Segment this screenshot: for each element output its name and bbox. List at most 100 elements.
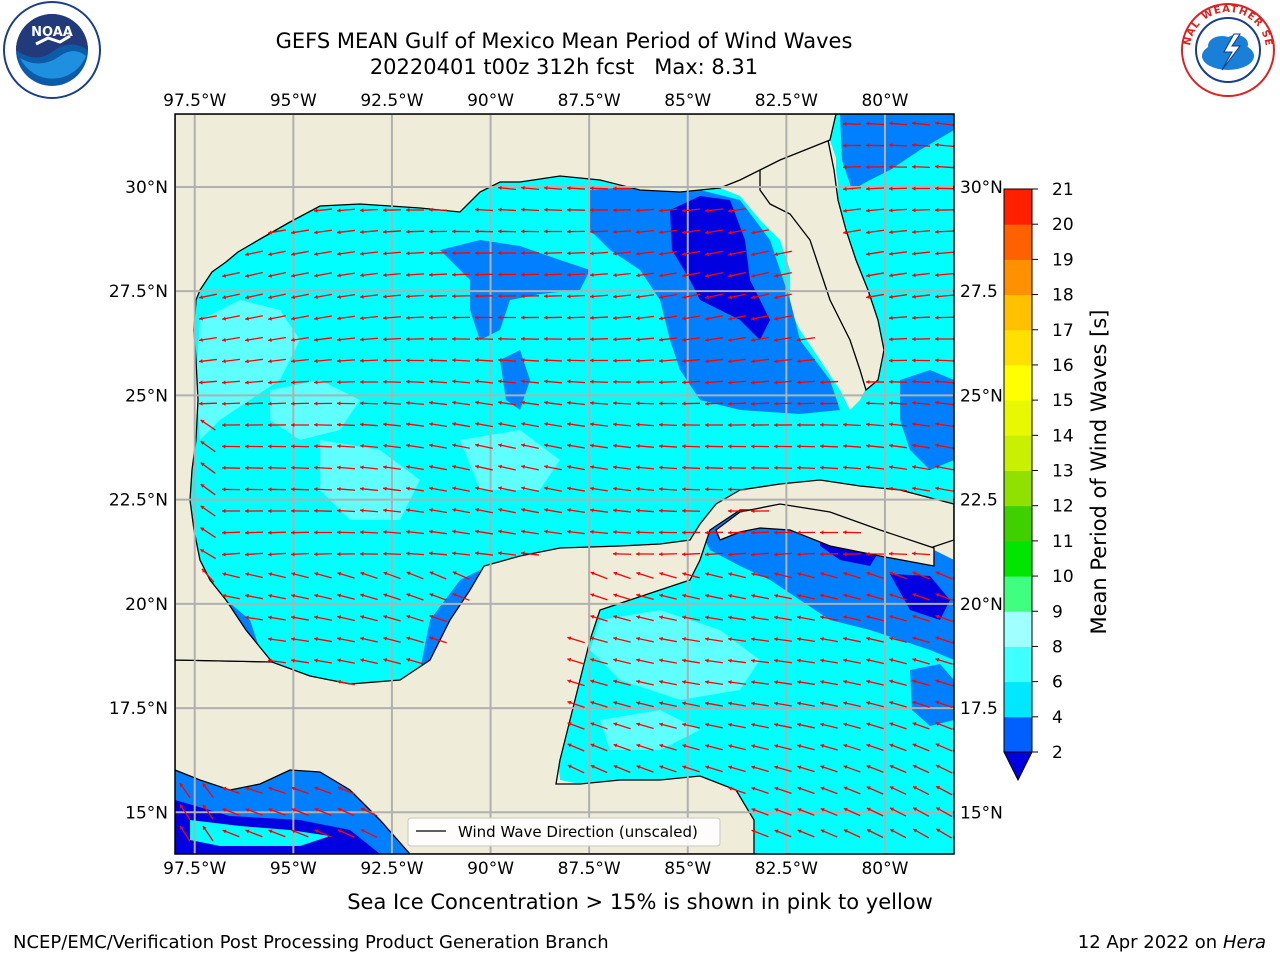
wave-arrow	[819, 530, 839, 535]
wave-arrow	[359, 379, 379, 385]
wave-arrow	[727, 358, 747, 364]
wave-arrow	[750, 401, 770, 406]
wave-arrow	[544, 443, 562, 449]
colorbar-segment	[1004, 681, 1032, 718]
wave-arrow	[682, 722, 700, 729]
wave-arrow	[682, 765, 700, 773]
wave-arrow	[750, 423, 770, 428]
wave-arrow	[843, 571, 861, 579]
wave-arrow	[636, 701, 654, 708]
wave-arrow	[773, 422, 793, 428]
wave-arrow	[911, 164, 931, 169]
wave-arrow	[590, 700, 608, 708]
colorbar-tick-label: 15	[1052, 391, 1074, 411]
colorbar-tick-label: 18	[1052, 286, 1074, 306]
wave-arrow	[658, 552, 678, 557]
wave-arrow	[682, 701, 700, 707]
lat-ticks-right: 30°N 27.5 25°N 22.5 20°N 17.5 15°N	[960, 178, 1003, 823]
wave-arrow	[635, 379, 655, 385]
wave-arrow	[382, 486, 402, 492]
wave-arrow	[543, 315, 563, 320]
lon-tick-label: 92.5°W	[360, 859, 423, 879]
wave-arrow	[474, 336, 494, 341]
wave-arrow	[728, 572, 746, 579]
wave-arrow	[797, 829, 815, 838]
wave-arrow	[705, 615, 723, 621]
wave-arrow	[291, 315, 309, 321]
wave-arrow	[659, 593, 677, 600]
wave-arrow	[658, 508, 678, 513]
wave-arrow	[244, 465, 264, 470]
wave-arrow	[728, 615, 746, 621]
wave-arrow	[681, 380, 701, 385]
wave-arrow	[179, 782, 191, 799]
wave-arrow	[774, 701, 792, 707]
wave-arrow	[889, 593, 907, 601]
wave-arrow	[912, 828, 930, 839]
wave-arrow	[681, 422, 701, 427]
lon-tick-label: 87.5°W	[558, 91, 621, 111]
wave-arrow	[865, 422, 885, 427]
wave-arrow	[313, 337, 333, 342]
wave-arrow	[222, 271, 240, 278]
lon-tick-label: 92.5°W	[360, 91, 423, 111]
wave-arrow	[567, 422, 585, 427]
lon-tick-label: 82.5°W	[755, 91, 818, 111]
wave-arrow	[382, 529, 402, 535]
wave-arrow	[202, 782, 214, 799]
wave-arrow	[681, 401, 701, 406]
wave-arrow	[475, 443, 493, 449]
wave-arrow	[935, 443, 953, 449]
wave-arrow	[451, 251, 471, 256]
wave-arrow	[314, 572, 332, 579]
wave-arrow	[429, 486, 447, 492]
wave-arrow	[750, 358, 770, 364]
wave-arrow	[313, 508, 333, 513]
wave-arrow	[244, 423, 264, 428]
wave-arrow	[222, 572, 240, 579]
wave-arrow	[544, 464, 562, 471]
wave-arrow	[682, 615, 700, 621]
wave-arrow	[728, 315, 746, 321]
wave-arrow	[337, 571, 355, 579]
wave-arrow	[635, 486, 655, 492]
wave-arrow	[819, 444, 839, 449]
wave-arrow	[405, 229, 425, 234]
wave-arrow	[360, 615, 378, 622]
wave-arrow	[198, 358, 218, 364]
wave-arrow	[474, 315, 494, 320]
wave-arrow	[774, 336, 792, 342]
wave-arrow	[498, 443, 516, 450]
wave-arrow	[245, 271, 263, 278]
wave-arrow	[888, 121, 908, 126]
wave-arrow	[865, 165, 885, 170]
lat-tick-label: 15°N	[960, 803, 1003, 823]
colorbar-segment	[1004, 611, 1032, 647]
wave-arrow	[268, 615, 286, 621]
wave-arrow	[200, 419, 216, 431]
wave-arrow	[911, 294, 931, 299]
wave-arrow	[359, 465, 379, 470]
wave-arrow	[728, 701, 746, 707]
wave-arrow	[567, 657, 585, 665]
wave-arrow	[244, 487, 264, 492]
wind-wave-arrows	[179, 121, 954, 842]
wave-arrow	[682, 250, 700, 257]
wave-arrow	[728, 271, 746, 278]
wave-arrow	[658, 530, 678, 535]
wave-arrow	[704, 444, 724, 449]
colorbar-tick-label: 9	[1052, 602, 1063, 622]
wave-arrow	[705, 315, 723, 321]
wave-arrow	[429, 508, 447, 514]
wave-arrow	[889, 700, 907, 708]
wave-arrow	[497, 336, 517, 341]
wave-arrow	[498, 507, 516, 514]
wave-arrow	[911, 121, 931, 126]
wave-arrow	[336, 251, 356, 256]
wave-arrow	[589, 337, 609, 342]
wave-arrow	[221, 508, 241, 514]
wave-arrow	[612, 186, 632, 191]
wave-arrow	[820, 701, 838, 707]
legend-label: Wind Wave Direction (unscaled)	[458, 823, 698, 841]
wave-arrow	[221, 422, 241, 428]
